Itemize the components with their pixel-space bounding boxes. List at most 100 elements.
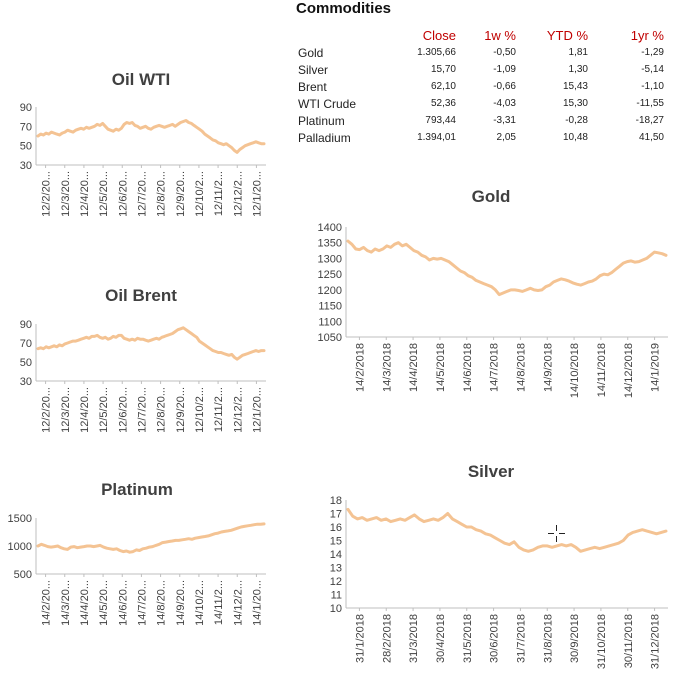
row-close: 1.394,01 bbox=[417, 132, 456, 143]
x-tick-label: 12/2/20... bbox=[41, 387, 53, 433]
row-1w: -0,66 bbox=[493, 81, 516, 92]
col-header-1yr: 1yr % bbox=[630, 27, 664, 43]
row-name: WTI Crude bbox=[298, 96, 357, 111]
x-tick-label: 30/6/2018 bbox=[489, 614, 501, 663]
x-tick-label: 14/7/20... bbox=[136, 580, 148, 626]
table-row: Platinum 793,44 -3,31 -0,28 -18,27 bbox=[298, 112, 664, 129]
row-close: 62,10 bbox=[430, 81, 456, 92]
row-ytd: -0,28 bbox=[565, 115, 588, 126]
y-tick-label: 1150 bbox=[318, 301, 342, 313]
x-tick-label: 30/4/2018 bbox=[435, 614, 447, 663]
chart-title: Oil Brent bbox=[105, 286, 177, 305]
x-tick-label: 14/7/2018 bbox=[489, 343, 501, 392]
row-ytd: 15,30 bbox=[562, 98, 588, 109]
x-tick-label: 31/1/2018 bbox=[354, 614, 366, 663]
row-1w: -4,03 bbox=[493, 98, 516, 109]
y-tick-label: 15 bbox=[330, 536, 342, 548]
y-tick-label: 1200 bbox=[318, 285, 342, 297]
row-name: Silver bbox=[298, 62, 329, 77]
series-line bbox=[36, 119, 266, 154]
row-close: 52,36 bbox=[430, 98, 456, 109]
series-line bbox=[36, 522, 266, 554]
x-tick-label: 14/12/2... bbox=[232, 580, 244, 626]
x-tick-label: 12/5/20... bbox=[98, 387, 110, 433]
x-tick-label: 31/10/2018 bbox=[596, 614, 608, 669]
table-header-row: Close 1w % YTD % 1yr % bbox=[298, 26, 664, 44]
row-name: Brent bbox=[298, 79, 327, 94]
row-ytd: 1,30 bbox=[568, 64, 588, 75]
x-tick-label: 14/3/20... bbox=[60, 580, 72, 626]
x-tick-label: 12/12/2... bbox=[232, 171, 244, 217]
row-1yr: -18,27 bbox=[635, 115, 664, 126]
x-tick-label: 14/10/2018 bbox=[569, 343, 581, 398]
x-tick-label: 12/7/20... bbox=[136, 171, 148, 217]
x-tick-label: 12/3/20... bbox=[60, 387, 72, 433]
x-tick-label: 12/12/2... bbox=[232, 387, 244, 433]
x-tick-label: 14/12/2018 bbox=[623, 343, 635, 398]
table-row: Palladium 1.394,01 2,05 10,48 41,50 bbox=[298, 129, 664, 146]
x-tick-label: 12/11/2... bbox=[213, 387, 225, 432]
y-tick-label: 1000 bbox=[8, 541, 32, 553]
crosshair-cursor-icon bbox=[548, 525, 565, 542]
x-tick-label: 12/8/20... bbox=[156, 171, 168, 217]
row-1yr: -1,10 bbox=[641, 81, 664, 92]
x-tick-label: 12/8/20... bbox=[156, 387, 168, 433]
x-tick-label: 12/11/2... bbox=[213, 171, 225, 216]
x-tick-label: 14/9/20... bbox=[175, 580, 187, 626]
y-tick-label: 1100 bbox=[318, 316, 342, 328]
x-tick-label: 14/1/2019 bbox=[650, 343, 662, 392]
y-tick-label: 90 bbox=[20, 102, 32, 114]
x-tick-label: 14/2/2018 bbox=[354, 343, 366, 392]
y-tick-label: 30 bbox=[20, 160, 32, 172]
x-tick-label: 14/9/2018 bbox=[542, 343, 554, 392]
x-tick-label: 14/5/2018 bbox=[435, 343, 447, 392]
x-tick-label: 14/8/20... bbox=[156, 580, 168, 626]
chart-title: Gold bbox=[472, 187, 511, 206]
x-tick-label: 14/2/20... bbox=[41, 580, 53, 626]
x-tick-label: 31/7/2018 bbox=[515, 614, 527, 663]
y-tick-label: 50 bbox=[20, 141, 32, 153]
row-1yr: -5,14 bbox=[641, 64, 664, 75]
commodities-title: Commodities bbox=[296, 0, 392, 17]
table-row: WTI Crude 52,36 -4,03 15,30 -11,55 bbox=[298, 95, 664, 112]
y-tick-label: 50 bbox=[20, 357, 32, 369]
x-tick-label: 12/3/20... bbox=[60, 171, 72, 217]
row-1yr: -1,29 bbox=[641, 47, 664, 58]
table-row: Silver 15,70 -1,09 1,30 -5,14 bbox=[298, 61, 664, 78]
table-row: Gold 1.305,66 -0,50 1,81 -1,29 bbox=[298, 44, 664, 61]
y-tick-label: 1050 bbox=[318, 332, 342, 344]
table-row: Brent 62,10 -0,66 15,43 -1,10 bbox=[298, 78, 664, 95]
x-tick-label: 30/9/2018 bbox=[569, 614, 581, 663]
y-tick-label: 1300 bbox=[318, 253, 342, 265]
row-name: Palladium bbox=[298, 130, 351, 145]
col-header-ytd: YTD % bbox=[546, 27, 588, 43]
col-header-1w: 1w % bbox=[484, 27, 516, 43]
y-tick-label: 13 bbox=[330, 563, 342, 575]
x-tick-label: 31/3/2018 bbox=[408, 614, 420, 663]
x-tick-label: 12/4/20... bbox=[79, 171, 91, 217]
y-tick-label: 10 bbox=[330, 603, 342, 615]
row-ytd: 15,43 bbox=[562, 81, 588, 92]
x-tick-label: 12/4/20... bbox=[79, 387, 91, 433]
y-tick-label: 16 bbox=[330, 522, 342, 534]
y-tick-label: 70 bbox=[20, 338, 32, 350]
row-1w: -1,09 bbox=[493, 64, 516, 75]
x-tick-label: 31/5/2018 bbox=[462, 614, 474, 663]
y-tick-label: 500 bbox=[14, 569, 32, 581]
x-tick-label: 14/10/2... bbox=[194, 580, 206, 626]
x-tick-label: 12/5/20... bbox=[98, 171, 110, 217]
row-close: 15,70 bbox=[430, 64, 456, 75]
y-tick-label: 1500 bbox=[8, 513, 32, 525]
x-tick-label: 12/9/20... bbox=[175, 171, 187, 217]
row-1yr: -11,55 bbox=[636, 98, 664, 109]
row-close: 1.305,66 bbox=[417, 47, 456, 58]
x-tick-label: 14/11/2018 bbox=[596, 343, 608, 397]
x-tick-label: 12/7/20... bbox=[136, 387, 148, 433]
row-ytd: 1,81 bbox=[568, 47, 588, 58]
x-tick-label: 31/12/2018 bbox=[650, 614, 662, 669]
x-tick-label: 14/6/2018 bbox=[462, 343, 474, 392]
row-1w: 2,05 bbox=[496, 132, 516, 143]
x-tick-label: 12/6/20... bbox=[117, 387, 129, 433]
row-ytd: 10,48 bbox=[562, 132, 588, 143]
